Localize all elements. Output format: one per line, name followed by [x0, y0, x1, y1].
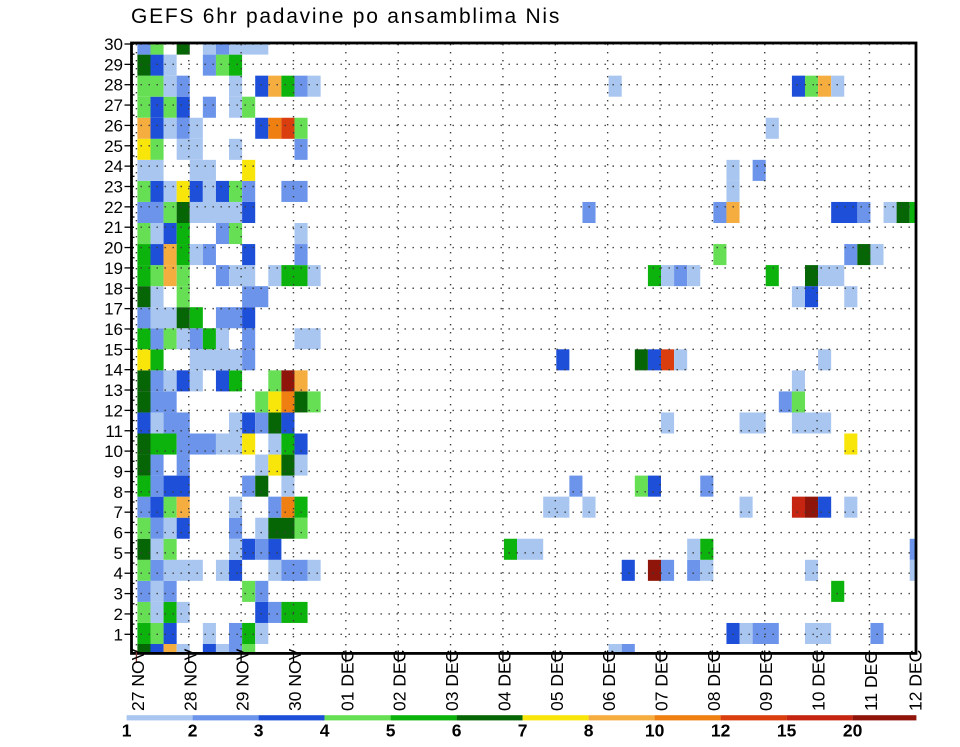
svg-text:14: 14 — [104, 361, 123, 380]
svg-text:15: 15 — [104, 340, 123, 359]
svg-text:13: 13 — [104, 381, 123, 400]
svg-text:10 DEC: 10 DEC — [809, 650, 829, 711]
svg-text:1: 1 — [114, 625, 123, 644]
svg-text:11 DEC: 11 DEC — [861, 651, 881, 711]
svg-text:07 DEC: 07 DEC — [652, 650, 672, 711]
svg-text:11: 11 — [105, 422, 123, 441]
svg-text:7: 7 — [518, 721, 528, 741]
svg-text:15: 15 — [777, 721, 797, 741]
svg-text:22: 22 — [104, 198, 123, 217]
svg-text:28: 28 — [104, 76, 123, 95]
svg-text:9: 9 — [114, 462, 123, 481]
svg-text:12: 12 — [104, 401, 123, 420]
svg-text:03 DEC: 03 DEC — [442, 650, 462, 711]
svg-text:06 DEC: 06 DEC — [599, 650, 619, 711]
svg-text:12 DEC: 12 DEC — [906, 650, 926, 711]
svg-text:26: 26 — [104, 116, 123, 135]
svg-text:05 DEC: 05 DEC — [547, 650, 567, 711]
svg-text:2: 2 — [188, 721, 198, 741]
svg-text:5: 5 — [386, 721, 396, 741]
svg-text:3: 3 — [114, 585, 123, 604]
svg-text:10: 10 — [104, 442, 123, 461]
svg-text:1: 1 — [122, 721, 132, 741]
svg-text:16: 16 — [104, 320, 123, 339]
svg-text:20: 20 — [104, 239, 123, 258]
svg-text:2: 2 — [114, 605, 123, 624]
svg-text:25: 25 — [104, 137, 123, 156]
svg-text:5: 5 — [114, 544, 123, 563]
svg-text:01 DEC: 01 DEC — [337, 650, 357, 711]
svg-text:23: 23 — [104, 177, 123, 196]
svg-text:8: 8 — [584, 721, 594, 741]
svg-text:18: 18 — [104, 279, 123, 298]
svg-text:29: 29 — [104, 55, 123, 74]
svg-text:12: 12 — [711, 721, 731, 741]
svg-text:6: 6 — [114, 524, 123, 543]
svg-text:7: 7 — [114, 503, 123, 522]
svg-text:6: 6 — [452, 721, 462, 741]
svg-text:08 DEC: 08 DEC — [704, 650, 724, 711]
svg-text:GEFS 6hr padavine po ansamblim: GEFS 6hr padavine po ansamblima Nis — [131, 5, 561, 28]
svg-text:30: 30 — [104, 35, 123, 54]
svg-text:28 NOV: 28 NOV — [180, 648, 200, 711]
svg-text:8: 8 — [114, 483, 123, 502]
svg-text:09 DEC: 09 DEC — [756, 650, 776, 711]
svg-text:27: 27 — [104, 96, 123, 115]
svg-text:17: 17 — [104, 300, 123, 319]
svg-text:19: 19 — [104, 259, 123, 278]
svg-text:04 DEC: 04 DEC — [494, 650, 514, 711]
svg-text:10: 10 — [645, 721, 665, 741]
svg-text:30 NOV: 30 NOV — [285, 648, 305, 711]
svg-text:3: 3 — [254, 721, 264, 741]
svg-text:20: 20 — [843, 721, 863, 741]
svg-text:4: 4 — [320, 721, 330, 741]
svg-text:02 DEC: 02 DEC — [390, 650, 410, 711]
svg-text:27 NOV: 27 NOV — [128, 648, 148, 711]
svg-text:21: 21 — [104, 218, 123, 237]
svg-text:4: 4 — [114, 564, 123, 583]
svg-text:29 NOV: 29 NOV — [233, 648, 253, 711]
svg-text:24: 24 — [104, 157, 123, 176]
